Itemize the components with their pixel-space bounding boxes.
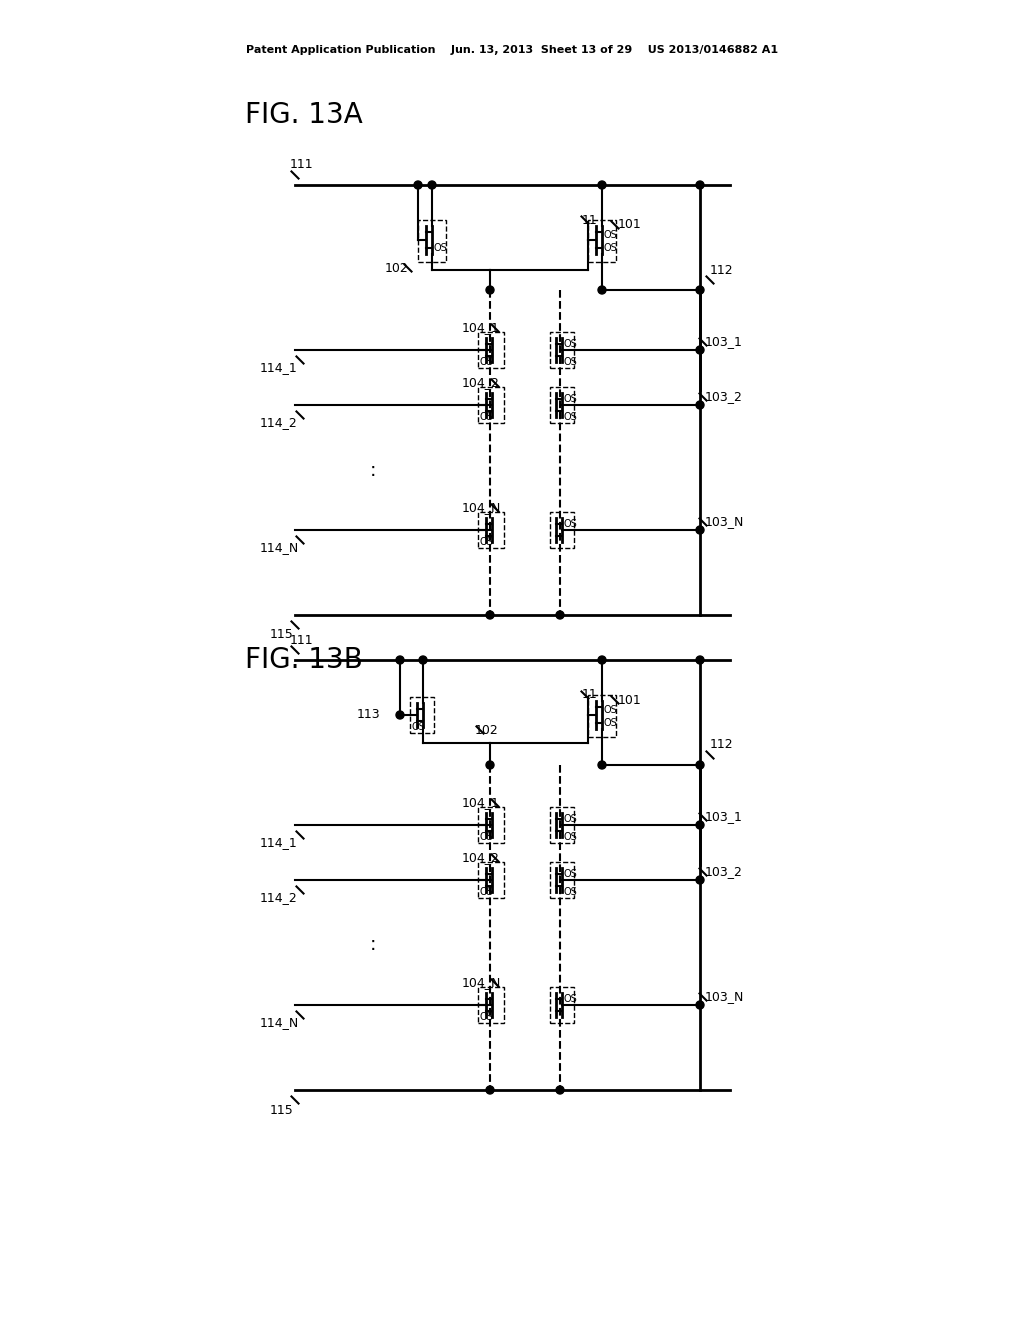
Text: OS: OS xyxy=(479,887,493,898)
Text: 111: 111 xyxy=(290,634,313,647)
Circle shape xyxy=(486,1086,494,1094)
Text: 104_N: 104_N xyxy=(462,977,502,990)
Bar xyxy=(478,862,504,898)
Text: Patent Application Publication    Jun. 13, 2013  Sheet 13 of 29    US 2013/01468: Patent Application Publication Jun. 13, … xyxy=(246,45,778,55)
Text: 11: 11 xyxy=(582,689,598,701)
Circle shape xyxy=(696,525,705,535)
Circle shape xyxy=(696,656,705,664)
Text: 101: 101 xyxy=(618,693,642,706)
Circle shape xyxy=(696,346,705,354)
Text: 115: 115 xyxy=(270,628,294,642)
Text: 104_1: 104_1 xyxy=(462,796,500,809)
Text: OS: OS xyxy=(563,412,577,422)
Text: 11: 11 xyxy=(582,214,598,227)
Circle shape xyxy=(598,286,606,294)
Text: OS: OS xyxy=(479,1012,493,1022)
Text: 104_2: 104_2 xyxy=(462,376,500,389)
Circle shape xyxy=(696,286,705,294)
Text: OS: OS xyxy=(479,412,493,422)
Text: 103_N: 103_N xyxy=(705,990,744,1003)
Text: 103_1: 103_1 xyxy=(705,335,742,348)
Bar xyxy=(478,512,504,548)
Bar xyxy=(478,387,504,422)
Circle shape xyxy=(556,1086,564,1094)
Text: 115: 115 xyxy=(270,1104,294,1117)
Bar xyxy=(418,220,446,261)
Circle shape xyxy=(486,611,494,619)
Bar xyxy=(588,220,616,261)
Bar xyxy=(410,697,434,733)
Text: 104_2: 104_2 xyxy=(462,851,500,865)
Text: 114_1: 114_1 xyxy=(260,362,298,375)
Text: OS: OS xyxy=(563,887,577,898)
Circle shape xyxy=(486,762,494,770)
Circle shape xyxy=(598,656,606,664)
Text: OS: OS xyxy=(563,994,577,1005)
Text: 114_1: 114_1 xyxy=(260,837,298,850)
Bar xyxy=(550,862,574,898)
Text: :: : xyxy=(370,936,377,954)
Circle shape xyxy=(419,656,427,664)
Circle shape xyxy=(598,181,606,189)
Text: 101: 101 xyxy=(618,219,642,231)
Text: OS: OS xyxy=(603,705,616,715)
Text: OS: OS xyxy=(563,814,577,824)
Text: 103_1: 103_1 xyxy=(705,810,742,824)
Bar xyxy=(478,807,504,843)
Text: 102: 102 xyxy=(384,261,408,275)
Circle shape xyxy=(696,1001,705,1008)
Circle shape xyxy=(696,762,705,770)
Bar xyxy=(588,696,616,737)
Text: OS: OS xyxy=(411,722,425,733)
Circle shape xyxy=(556,611,564,619)
Circle shape xyxy=(486,286,494,294)
Circle shape xyxy=(428,181,436,189)
Text: OS: OS xyxy=(479,832,493,842)
Circle shape xyxy=(414,181,422,189)
Text: 112: 112 xyxy=(710,264,733,276)
Bar xyxy=(478,333,504,368)
Text: :: : xyxy=(370,461,377,479)
Text: 111: 111 xyxy=(290,158,313,172)
Bar xyxy=(478,987,504,1023)
Text: OS: OS xyxy=(603,718,616,729)
Bar xyxy=(550,987,574,1023)
Bar xyxy=(550,807,574,843)
Text: 103_2: 103_2 xyxy=(705,866,742,879)
Text: OS: OS xyxy=(563,869,577,879)
Text: FIG. 13A: FIG. 13A xyxy=(245,102,362,129)
Text: 114_N: 114_N xyxy=(260,1016,299,1030)
Text: OS: OS xyxy=(563,339,577,348)
Text: 102: 102 xyxy=(475,723,499,737)
Text: 103_N: 103_N xyxy=(705,516,744,528)
Text: OS: OS xyxy=(479,356,493,367)
Text: OS: OS xyxy=(563,832,577,842)
Text: FIG. 13B: FIG. 13B xyxy=(245,645,362,675)
Text: OS: OS xyxy=(603,230,616,240)
Text: OS: OS xyxy=(479,537,493,546)
Text: 113: 113 xyxy=(356,709,380,722)
Bar xyxy=(550,387,574,422)
Text: OS: OS xyxy=(563,393,577,404)
Text: OS: OS xyxy=(603,243,616,253)
Text: 114_2: 114_2 xyxy=(260,417,298,429)
Text: 114_2: 114_2 xyxy=(260,891,298,904)
Text: OS: OS xyxy=(433,243,446,253)
Text: 103_2: 103_2 xyxy=(705,391,742,404)
Circle shape xyxy=(696,181,705,189)
Circle shape xyxy=(396,711,404,719)
Bar xyxy=(550,333,574,368)
Circle shape xyxy=(396,656,404,664)
Text: 114_N: 114_N xyxy=(260,541,299,554)
Text: OS: OS xyxy=(563,356,577,367)
Circle shape xyxy=(696,876,705,884)
Text: 104_1: 104_1 xyxy=(462,322,500,334)
Circle shape xyxy=(696,401,705,409)
Text: OS: OS xyxy=(563,519,577,529)
Circle shape xyxy=(598,762,606,770)
Text: 112: 112 xyxy=(710,738,733,751)
Bar xyxy=(550,512,574,548)
Circle shape xyxy=(696,821,705,829)
Text: 104_N: 104_N xyxy=(462,502,502,515)
